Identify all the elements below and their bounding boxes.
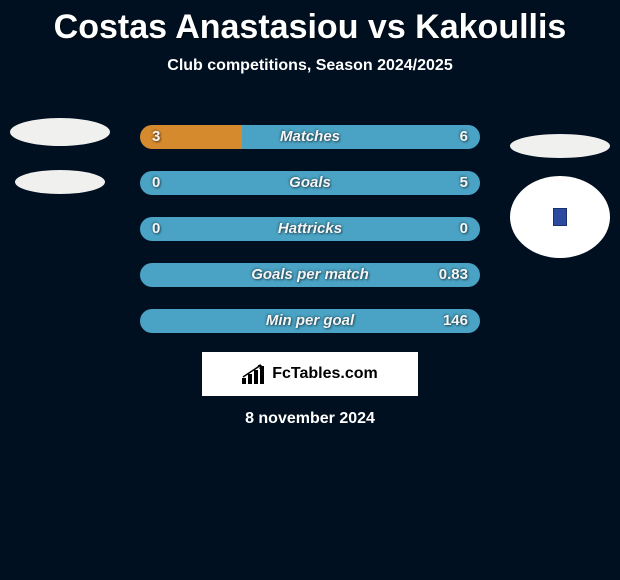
comparison-row: 05Goals <box>140 171 480 195</box>
club-badge-circle <box>510 176 610 258</box>
club-badge-icon <box>553 208 567 226</box>
avatar-ellipse <box>510 134 610 158</box>
metric-label: Hattricks <box>140 217 480 241</box>
bars-icon <box>242 364 266 384</box>
metric-label: Goals <box>140 171 480 195</box>
metric-label: Matches <box>140 125 480 149</box>
comparison-row: 36Matches <box>140 125 480 149</box>
metric-label: Min per goal <box>140 309 480 333</box>
comparison-bars: 36Matches 05Goals 00Hattricks 0.83Goals per… <box>140 125 480 355</box>
snapshot-date: 8 november 2024 <box>0 410 620 428</box>
avatar-ellipse <box>15 170 105 194</box>
metric-label: Goals per match <box>140 263 480 287</box>
page-subtitle: Club competitions, Season 2024/2025 <box>0 57 620 75</box>
comparison-row: 00Hattricks <box>140 217 480 241</box>
avatar-ellipse <box>10 118 110 146</box>
attribution-label: FcTables.com <box>272 365 378 383</box>
comparison-row: 0.83Goals per match <box>140 263 480 287</box>
comparison-row: 146Min per goal <box>140 309 480 333</box>
player-right-avatar <box>510 176 610 258</box>
attribution-box: FcTables.com <box>202 352 418 396</box>
player-left-avatar <box>10 118 110 194</box>
page-title: Costas Anastasiou vs Kakoullis <box>0 0 620 47</box>
